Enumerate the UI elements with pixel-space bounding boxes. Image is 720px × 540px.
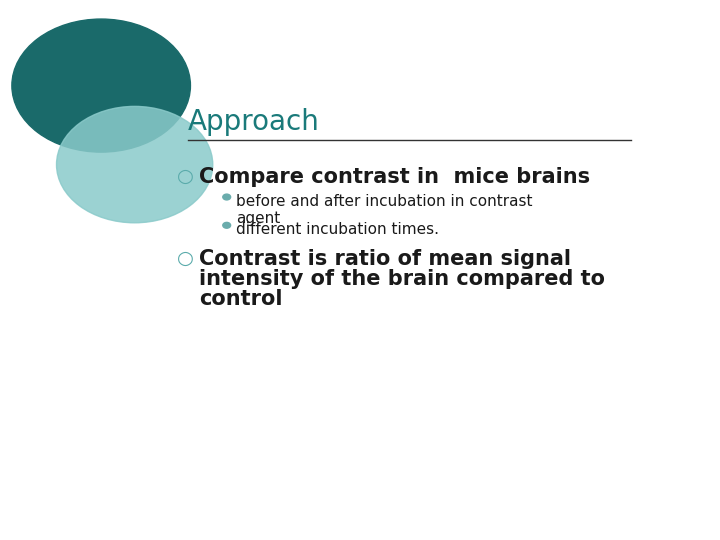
Text: intensity of the brain compared to: intensity of the brain compared to <box>199 268 605 288</box>
Circle shape <box>222 222 230 228</box>
Text: control: control <box>199 288 282 308</box>
Text: Contrast is ratio of mean signal: Contrast is ratio of mean signal <box>199 248 571 268</box>
Text: Compare contrast in  mice brains: Compare contrast in mice brains <box>199 167 590 187</box>
Text: different incubation times.: different incubation times. <box>236 222 439 237</box>
Text: Approach: Approach <box>188 109 320 137</box>
Text: ○: ○ <box>176 248 194 268</box>
Circle shape <box>222 194 230 200</box>
Text: before and after incubation in contrast: before and after incubation in contrast <box>236 194 533 208</box>
Circle shape <box>56 106 213 223</box>
Circle shape <box>12 19 190 152</box>
Text: agent: agent <box>236 211 281 226</box>
Text: ○: ○ <box>176 167 194 186</box>
